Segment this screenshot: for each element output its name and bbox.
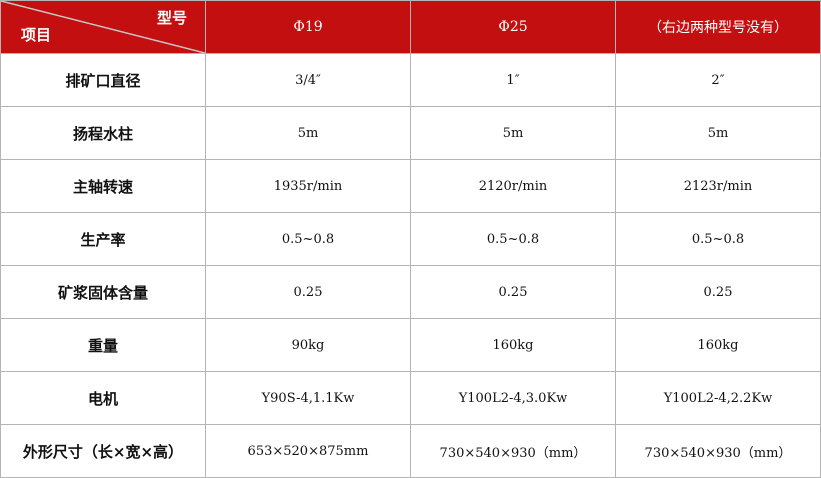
- diagonal-divider: [1, 1, 205, 53]
- value-cell: 0.25: [410, 265, 616, 319]
- table-row: 主轴转速 1935r/min 2120r/min 2123r/min: [0, 159, 821, 213]
- value-cell: 90kg: [205, 318, 411, 372]
- value-cell: 2120r/min: [410, 159, 616, 213]
- value-cell: Y90S-4,1.1Kw: [205, 371, 411, 425]
- value-cell: 0.25: [615, 265, 821, 319]
- value-cell: 5m: [410, 106, 616, 160]
- row-label: 外形尺寸（长×宽×高）: [0, 424, 206, 478]
- model-header: （右边两种型号没有）: [615, 0, 821, 54]
- table-row: 重量 90kg 160kg 160kg: [0, 318, 821, 372]
- row-label: 生产率: [0, 212, 206, 266]
- value-cell: 5m: [615, 106, 821, 160]
- value-cell: 3/4″: [205, 53, 411, 107]
- value-cell: 0.5~0.8: [615, 212, 821, 266]
- value-cell: 0.5~0.8: [205, 212, 411, 266]
- value-cell: 160kg: [410, 318, 616, 372]
- row-label: 重量: [0, 318, 206, 372]
- row-label: 电机: [0, 371, 206, 425]
- value-cell: 1″: [410, 53, 616, 107]
- corner-model-label: 型号: [156, 9, 187, 27]
- table-row: 外形尺寸（长×宽×高） 653×520×875mm 730×540×930（mm） 7…: [0, 424, 821, 478]
- row-label: 扬程水柱: [0, 106, 206, 160]
- value-cell: 2″: [615, 53, 821, 107]
- value-cell: 653×520×875mm: [205, 424, 411, 478]
- table-row: 排矿口直径 3/4″ 1″ 2″: [0, 53, 821, 107]
- corner-header-cell: 型号 项目: [0, 0, 206, 54]
- value-cell: 1935r/min: [205, 159, 411, 213]
- table-row: 扬程水柱 5m 5m 5m: [0, 106, 821, 160]
- table-row: 生产率 0.5~0.8 0.5~0.8 0.5~0.8: [0, 212, 821, 266]
- value-cell: 730×540×930（mm）: [410, 424, 616, 478]
- table-row: 矿浆固体含量 0.25 0.25 0.25: [0, 265, 821, 319]
- value-cell: 0.25: [205, 265, 411, 319]
- table-row: 电机 Y90S-4,1.1Kw Y100L2-4,3.0Kw Y100L2-4,2.2…: [0, 371, 821, 425]
- value-cell: 5m: [205, 106, 411, 160]
- model-header: Φ25: [410, 0, 616, 54]
- value-cell: 2123r/min: [615, 159, 821, 213]
- row-label: 主轴转速: [0, 159, 206, 213]
- value-cell: 160kg: [615, 318, 821, 372]
- value-cell: Y100L2-4,3.0Kw: [410, 371, 616, 425]
- value-cell: 0.5~0.8: [410, 212, 616, 266]
- row-label: 排矿口直径: [0, 53, 206, 107]
- row-label: 矿浆固体含量: [0, 265, 206, 319]
- value-cell: 730×540×930（mm）: [615, 424, 821, 478]
- corner-item-label: 项目: [21, 26, 52, 44]
- value-cell: Y100L2-4,2.2Kw: [615, 371, 821, 425]
- model-header: Φ19: [205, 0, 411, 54]
- header-row: 型号 项目 Φ19 Φ25 （右边两种型号没有）: [0, 0, 821, 54]
